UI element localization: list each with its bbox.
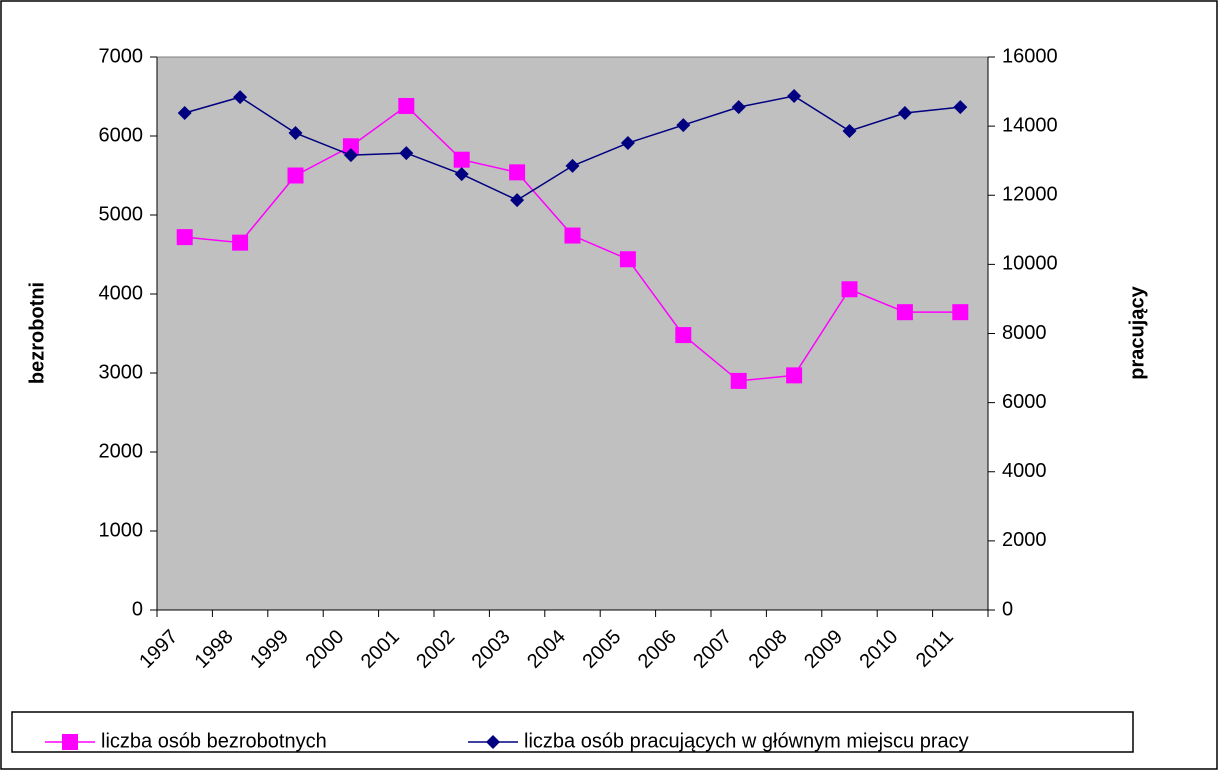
data-point <box>342 138 359 155</box>
y2-tick-label: 8000 <box>1002 322 1047 344</box>
data-point <box>454 167 469 182</box>
legend-label: liczba osób pracujących w głównym miejsc… <box>524 730 969 752</box>
legend-box <box>11 711 1134 753</box>
data-point <box>952 304 969 321</box>
legend-marker <box>486 735 500 749</box>
data-point <box>176 229 193 246</box>
y2-tick-label: 16000 <box>1002 45 1058 67</box>
y2-axis-label: pracujący <box>1126 285 1148 379</box>
data-point <box>509 164 526 181</box>
data-point <box>619 251 636 268</box>
data-point <box>398 97 415 114</box>
data-point <box>842 123 857 138</box>
data-point <box>287 167 304 184</box>
y2-tick-label: 14000 <box>1002 114 1058 136</box>
y-tick-label: 7000 <box>99 45 144 67</box>
y-tick-label: 4000 <box>99 282 144 304</box>
y-tick-label: 5000 <box>99 203 144 225</box>
y-tick-label: 6000 <box>99 124 144 146</box>
y2-tick-label: 2000 <box>1002 529 1047 551</box>
data-point <box>232 234 249 251</box>
data-point <box>897 105 912 120</box>
data-point <box>288 126 303 141</box>
y-axis-label: bezrobotni <box>26 282 48 384</box>
data-point <box>177 105 192 120</box>
legend-marker <box>62 734 78 750</box>
y2-tick-label: 12000 <box>1002 184 1058 206</box>
data-point <box>620 136 635 151</box>
data-point <box>841 281 858 298</box>
data-point <box>343 148 358 163</box>
y2-tick-label: 0 <box>1002 598 1013 620</box>
data-point <box>453 151 470 168</box>
data-point <box>565 158 580 173</box>
y2-tick-label: 6000 <box>1002 391 1047 413</box>
data-point <box>953 100 968 115</box>
data-point <box>787 89 802 104</box>
data-point <box>730 372 747 389</box>
data-point <box>510 193 525 208</box>
data-point <box>896 304 913 321</box>
y2-tick-label: 4000 <box>1002 460 1047 482</box>
plot-area <box>156 56 989 611</box>
data-point <box>564 227 581 244</box>
y-tick-label: 2000 <box>99 440 144 462</box>
data-point <box>786 367 803 384</box>
data-point <box>233 90 248 105</box>
y-tick-label: 1000 <box>99 519 144 541</box>
y-tick-label: 3000 <box>99 361 144 383</box>
data-point <box>399 146 414 161</box>
y-tick-label: 0 <box>132 598 143 620</box>
data-point <box>731 100 746 115</box>
data-point <box>676 118 691 133</box>
data-point <box>675 327 692 344</box>
y2-tick-label: 10000 <box>1002 253 1058 275</box>
legend-label: liczba osób bezrobotnych <box>101 730 327 752</box>
